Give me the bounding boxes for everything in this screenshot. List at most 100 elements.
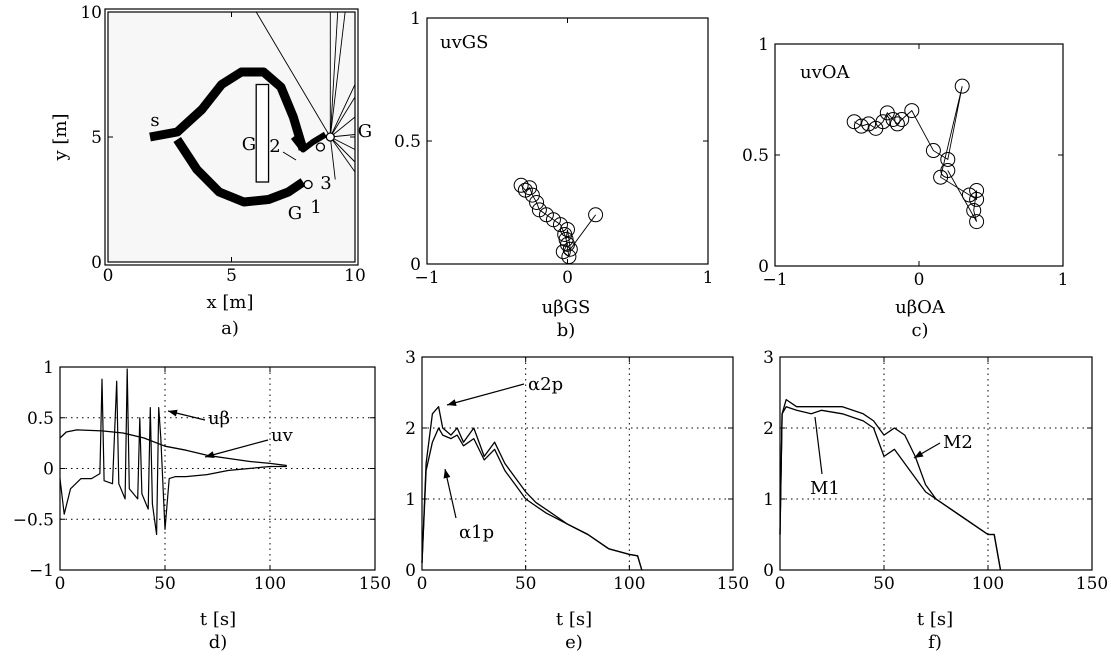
- data-point: [513, 177, 529, 193]
- x-tick-label: 0: [417, 574, 428, 594]
- xlabel-a: x [m]: [207, 292, 254, 313]
- label-alpha1p: α1p: [459, 522, 494, 543]
- data-point: [904, 103, 920, 119]
- arrow-alpha2p: [446, 383, 525, 406]
- data-point: [588, 207, 604, 223]
- panel-f: f) t [s] 0 50 100 150 0 1 2 3 M1 M2: [763, 348, 1108, 653]
- data-point: [853, 118, 869, 134]
- label-goal-number: 3: [320, 173, 331, 194]
- caption-d: d): [209, 632, 228, 653]
- caption-a: a): [221, 318, 239, 339]
- x-tick-label: 100: [972, 574, 1004, 594]
- y-tick-label: 0.5: [394, 132, 421, 152]
- caption-e: e): [565, 632, 583, 653]
- arrow-uv: [204, 439, 269, 458]
- plot-frame-f: [779, 356, 1093, 571]
- label-alpha2p: α2p: [528, 374, 563, 395]
- xlabel-b: uβGS: [542, 297, 591, 318]
- caption-c: c): [911, 320, 928, 341]
- data-point: [966, 203, 982, 218]
- panel-d: d) t [s] 0 50 100 150 −1 −0.5 0 0.5 1 uβ uv: [13, 358, 392, 653]
- label-uv: uv: [271, 425, 294, 446]
- series-uv: [59, 429, 287, 467]
- x-tick-label: 0: [775, 574, 786, 594]
- arrow-uv-head: [205, 451, 215, 459]
- y-tick-label: 0: [758, 257, 769, 277]
- x-tick-label: −1: [414, 268, 439, 288]
- series-M1: [779, 406, 1002, 571]
- label-M2: M2: [943, 432, 973, 453]
- sensor-ray: [329, 11, 339, 138]
- sensor-ray: [329, 136, 356, 163]
- xlabel-c: uβOA: [895, 297, 946, 318]
- panel-b: b) uβGS uvGS −1 0 100.51: [394, 9, 713, 341]
- data-point: [524, 187, 540, 203]
- x-tick-label: 100: [254, 574, 286, 594]
- scatter-path-b: [520, 185, 596, 258]
- data-point: [885, 111, 901, 127]
- inner-label-b: uvGS: [440, 32, 488, 53]
- goal-marker: [315, 142, 326, 152]
- data-point: [529, 195, 545, 210]
- label-goal: G: [358, 121, 372, 142]
- x-tick-label: 50: [154, 574, 176, 594]
- series-alpha2p: [421, 406, 643, 571]
- xlabel-d: t [s]: [200, 609, 236, 630]
- sensor-ray: [329, 84, 356, 138]
- data-point: [558, 231, 574, 247]
- data-point: [846, 114, 862, 130]
- y-tick-label: 2: [763, 419, 774, 439]
- plot-frame-e: [421, 356, 734, 571]
- x-tick-label: 1: [1058, 270, 1069, 290]
- x-tick-label: 0: [562, 268, 573, 288]
- xlabel-f: t [s]: [917, 609, 953, 630]
- y-tick-label: 0: [410, 255, 421, 275]
- y-tick-label: 0: [43, 460, 54, 480]
- y-tick-label: 1: [405, 490, 416, 510]
- x-tick-label: −1: [762, 270, 787, 290]
- label-goal: G: [288, 203, 302, 224]
- series-alpha1p: [421, 427, 643, 571]
- caption-f: f): [928, 632, 942, 653]
- label-ubeta: uβ: [208, 408, 230, 429]
- x-tick-label: 150: [1076, 574, 1108, 594]
- obstacle: [255, 83, 270, 183]
- goal-marker: [303, 179, 313, 190]
- y-tick-label: −1: [29, 561, 54, 581]
- arrow-alpha2p-head: [447, 399, 457, 407]
- label-goal-number: 1: [310, 197, 321, 218]
- sensor-ray: [329, 136, 336, 180]
- label-M1: M1: [810, 478, 840, 499]
- y-tick-label: 10: [80, 3, 102, 23]
- label-start: s: [150, 110, 159, 131]
- data-point: [561, 249, 577, 265]
- x-tick-label: 150: [359, 574, 391, 594]
- data-point: [894, 111, 910, 127]
- x-tick-label: 50: [515, 574, 537, 594]
- sensor-ray: [329, 11, 346, 138]
- pointer-line: [282, 151, 297, 161]
- arrow-alpha1p-head: [443, 469, 451, 479]
- y-tick-label: 1: [763, 490, 774, 510]
- y-tick-label: 2: [405, 419, 416, 439]
- x-tick-label: 10: [344, 266, 366, 286]
- arena-outer-wall: [104, 8, 359, 266]
- ylabel-a: y [m]: [50, 113, 71, 161]
- data-point: [954, 78, 970, 94]
- pointer-M1: [814, 416, 823, 475]
- data-point: [969, 191, 985, 207]
- y-tick-label: 0: [763, 561, 774, 581]
- x-tick-label: 5: [226, 266, 237, 286]
- trajectory-branch: [290, 131, 327, 153]
- label-goal: G: [242, 134, 256, 155]
- x-tick-label: 50: [873, 574, 895, 594]
- trajectory-upper: [149, 67, 308, 151]
- data-point: [522, 180, 538, 196]
- series-ubeta: [59, 368, 287, 536]
- panel-c: c) uβOA uvOA −1 0 100.51: [742, 35, 1068, 341]
- inner-label-c: uvOA: [800, 62, 851, 83]
- data-point: [861, 116, 877, 132]
- label-goal-number: 2: [269, 136, 280, 157]
- data-point: [969, 214, 985, 230]
